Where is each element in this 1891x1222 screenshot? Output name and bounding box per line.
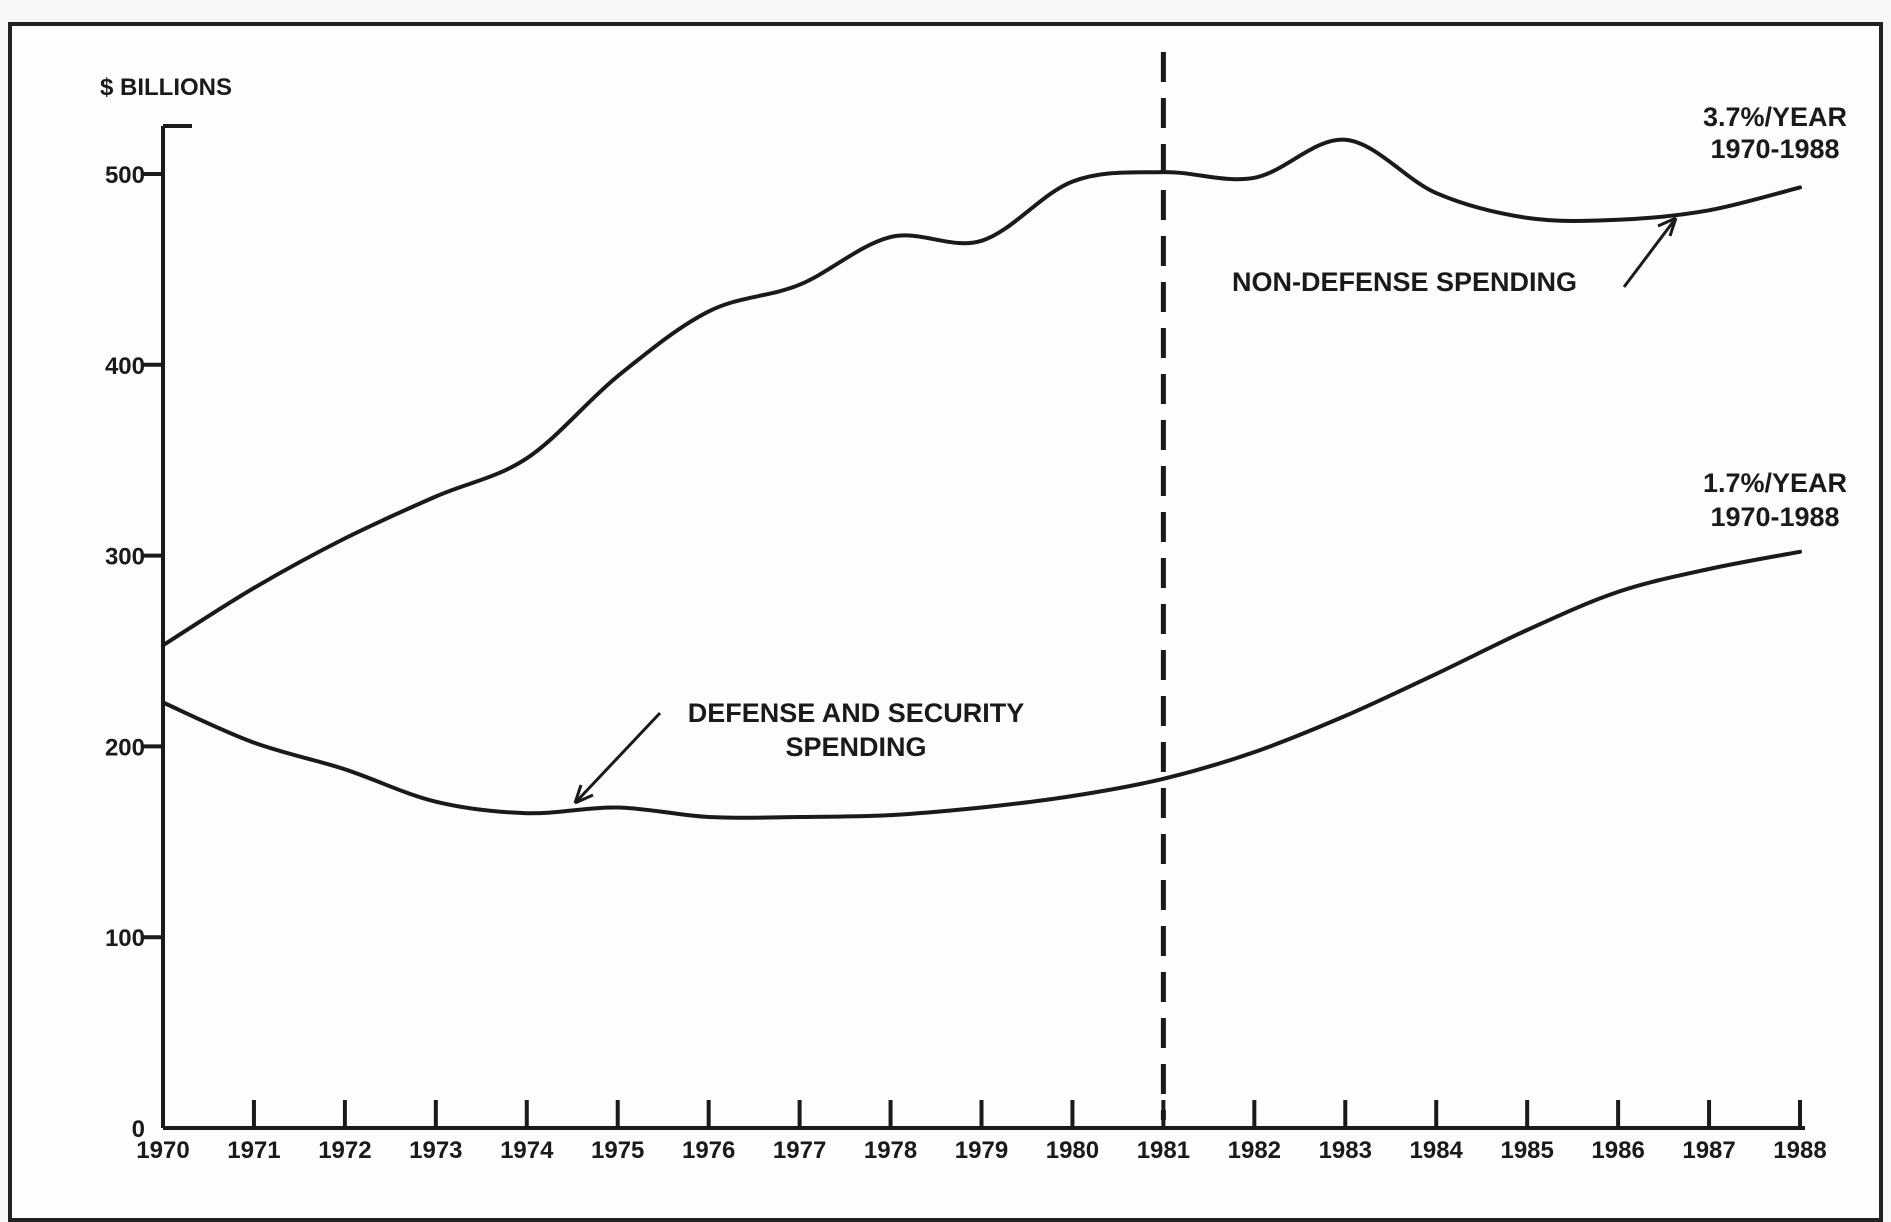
y-tick-label: 400 (105, 353, 145, 380)
nondef-arrow (1622, 217, 1678, 288)
x-tick-label: 1979 (955, 1137, 1008, 1164)
def-annotation: DEFENSE AND SECURITY SPENDING (573, 698, 1025, 805)
series-line-defense (161, 549, 1802, 820)
y-unit-label: $ BILLIONS (100, 74, 232, 101)
x-tick-label: 1985 (1500, 1137, 1553, 1164)
x-tick-label: 1976 (682, 1137, 735, 1164)
y-tick-label: 100 (105, 925, 145, 952)
x-tick-label: 1970 (136, 1137, 189, 1164)
y-tick-label: 300 (105, 544, 145, 571)
x-tick-label: 1977 (773, 1137, 826, 1164)
y-tick-label: 0 (132, 1116, 145, 1143)
x-tick-label: 1988 (1773, 1137, 1826, 1164)
x-tick-label: 1975 (591, 1137, 644, 1164)
def-label-line1: DEFENSE AND SECURITY (688, 698, 1025, 728)
nondef-rate-annotation: 3.7%/YEAR 1970-1988 (1703, 102, 1847, 164)
x-tick-label: 1974 (500, 1137, 554, 1164)
x-tick-label: 1972 (318, 1137, 371, 1164)
y-tick-label: 500 (105, 162, 145, 189)
x-tick-label: 1973 (409, 1137, 462, 1164)
def-rate-line2: 1970-1988 (1710, 502, 1839, 532)
x-tick-label: 1987 (1682, 1137, 1735, 1164)
def-arrow (573, 711, 662, 805)
x-ticks: 1970 1971 1972 1973 1974 1975 1976 1977 1978 1979… (136, 1100, 1827, 1164)
x-tick-label: 1984 (1410, 1137, 1464, 1164)
x-tick-label: 1983 (1319, 1137, 1372, 1164)
x-tick-label: 1986 (1591, 1137, 1644, 1164)
nondef-label: NON-DEFENSE SPENDING (1232, 267, 1577, 297)
x-tick-label: 1980 (1046, 1137, 1099, 1164)
def-label-line2: SPENDING (785, 732, 926, 762)
y-tick-label: 200 (105, 734, 145, 761)
nondef-annotation: NON-DEFENSE SPENDING (1232, 216, 1678, 297)
nondef-arrowhead (1657, 216, 1678, 237)
nondef-rate-line1: 3.7%/YEAR (1703, 102, 1847, 132)
series-line-nondefense (161, 137, 1802, 648)
nondef-rate-line2: 1970-1988 (1710, 134, 1839, 164)
chart-frame (8, 22, 1883, 1222)
x-tick-label: 1981 (1137, 1137, 1190, 1164)
def-arrowhead (573, 784, 594, 805)
def-rate-line1: 1.7%/YEAR (1703, 468, 1847, 498)
x-tick-label: 1971 (227, 1137, 280, 1164)
x-tick-label: 1978 (864, 1137, 917, 1164)
x-tick-label: 1982 (1228, 1137, 1281, 1164)
series-lines (161, 137, 1802, 820)
y-ticks: 0 100 200 300 400 500 (105, 162, 163, 1143)
def-rate-annotation: 1.7%/YEAR 1970-1988 (1703, 468, 1847, 532)
